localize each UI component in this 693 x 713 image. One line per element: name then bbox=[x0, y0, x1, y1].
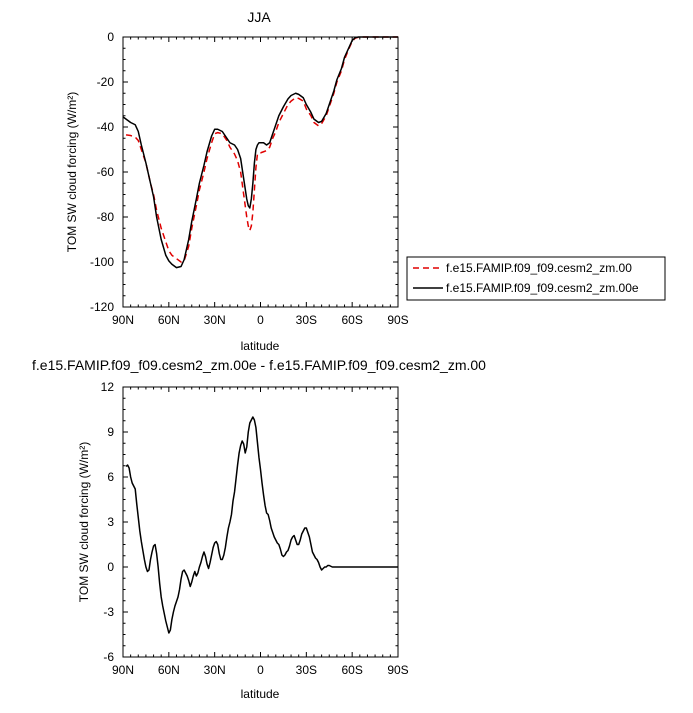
panel-2-y-tick-label: 3 bbox=[107, 515, 114, 529]
panel-2-series-line-0 bbox=[125, 416, 398, 634]
panel-1-y-tick-label: 0 bbox=[107, 30, 114, 44]
panel-2-x-tick-label: 60S bbox=[341, 663, 362, 677]
panel-1-series-group bbox=[122, 36, 398, 269]
panel-1-y-axis-label: TOM SW cloud forcing (W/m²) bbox=[65, 92, 79, 252]
panel-1-y-tick-label: -40 bbox=[97, 120, 115, 134]
panel-2-title: f.e15.FAMIP.f09_f09.cesm2_zm.00e - f.e15… bbox=[32, 357, 486, 373]
legend-box bbox=[406, 256, 666, 301]
panel-2-series-group bbox=[125, 416, 398, 634]
panel-2-y-tick-label: 6 bbox=[107, 470, 114, 484]
panel-2-x-tick-label: 60N bbox=[158, 663, 180, 677]
legend: f.e15.FAMIP.f09_f09.cesm2_zm.00 f.e15.FA… bbox=[406, 256, 666, 301]
panel-1-plot-frame bbox=[122, 36, 399, 308]
panel-1-x-tick-label: 30S bbox=[296, 313, 317, 327]
panel-2-x-tick-label: 90N bbox=[112, 663, 134, 677]
panel-1-title: JJA bbox=[247, 9, 271, 25]
panel-1-y-tick-label: -100 bbox=[90, 255, 114, 269]
panel-2-x-tick-label: 30N bbox=[204, 663, 226, 677]
panel-2-x-tick-label: 30S bbox=[296, 663, 317, 677]
panel-1-climatology: JJA 90N 60N 30N 0 30S 60S 90S 0 -20 -40 -60 -80 -100… bbox=[65, 9, 666, 353]
panel-2-y-tick-label: 9 bbox=[107, 425, 114, 439]
panel-2-x-tick-label: 90S bbox=[387, 663, 408, 677]
panel-1-x-tick-label: 30N bbox=[204, 313, 226, 327]
legend-label-00: f.e15.FAMIP.f09_f09.cesm2_zm.00 bbox=[446, 261, 632, 275]
panel-1-y-tick-label: -20 bbox=[97, 75, 115, 89]
panel-1-series-line-0 bbox=[125, 36, 398, 263]
panel-1-x-axis-label: latitude bbox=[241, 339, 280, 353]
panel-2-y-tick-label: -6 bbox=[103, 650, 114, 664]
panel-1-x-tick-label: 60S bbox=[341, 313, 362, 327]
panel-2-difference: f.e15.FAMIP.f09_f09.cesm2_zm.00e - f.e15… bbox=[32, 357, 486, 701]
legend-label-00e: f.e15.FAMIP.f09_f09.cesm2_zm.00e bbox=[446, 281, 639, 295]
panel-1-x-tick-label: 60N bbox=[158, 313, 180, 327]
panel-1-x-tick-label: 0 bbox=[257, 313, 264, 327]
panel-1-y-tick-label: -80 bbox=[97, 210, 115, 224]
panel-1-x-tick-label: 90S bbox=[387, 313, 408, 327]
panel-1-y-tick-label: -60 bbox=[97, 165, 115, 179]
panel-2-x-tick-label: 0 bbox=[257, 663, 264, 677]
panel-2-x-axis-label: latitude bbox=[241, 687, 280, 701]
panel-1-series-line-1 bbox=[122, 36, 398, 269]
panel-1-y-tick-label: -120 bbox=[90, 300, 114, 314]
panel-2-y-axis-label: TOM SW cloud forcing (W/m²) bbox=[77, 442, 91, 602]
panel-2-y-tick-label: 0 bbox=[107, 560, 114, 574]
panel-2-y-tick-label: -3 bbox=[103, 605, 114, 619]
panel-2-axes: 90N 60N 30N 0 30S 60S 90S 12 9 6 3 0 -3 -6 bbox=[101, 380, 409, 677]
panel-1-x-tick-label: 90N bbox=[112, 313, 134, 327]
panel-2-y-tick-label: 12 bbox=[101, 380, 115, 394]
panel-1-axes: 90N 60N 30N 0 30S 60S 90S 0 -20 -40 -60 -80 -100 -120 bbox=[90, 30, 409, 327]
